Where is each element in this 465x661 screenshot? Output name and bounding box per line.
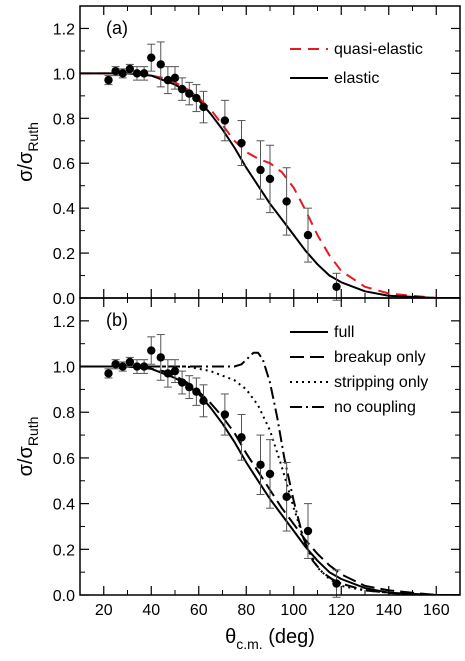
data-point — [177, 84, 187, 94]
y-tick-label: 0.6 — [53, 156, 75, 173]
data-point — [139, 69, 149, 78]
x-axis-label-sub: c.m. — [236, 636, 262, 652]
data-point — [163, 369, 173, 378]
y-axis-label-main: σ/σ — [15, 151, 37, 182]
data-point — [332, 282, 341, 291]
data-point — [220, 116, 230, 125]
y-axis-label: σ/σRuth — [15, 122, 41, 182]
y-tick-label: 0.0 — [53, 291, 75, 308]
x-tick-label: 20 — [95, 602, 113, 619]
data-point — [303, 230, 313, 240]
series-line-quasi-elastic — [80, 72, 460, 298]
data-point — [199, 396, 208, 406]
data-point — [118, 362, 127, 371]
panel-label: (b) — [106, 310, 128, 330]
data-point — [118, 69, 127, 78]
data-point — [185, 382, 194, 392]
panel-b: 0.0 0.2 0.4 0.6 0.8 1.0 1.2 20 40 60 80 100 120 140 16… — [15, 297, 461, 652]
series-line-full — [80, 365, 460, 595]
data-point — [185, 89, 194, 98]
y-tick-label: 0.8 — [53, 405, 75, 422]
data-point — [147, 346, 156, 355]
y-axis-label-sub: Ruth — [25, 417, 41, 447]
y-tick-label: 0.6 — [53, 451, 75, 468]
data-point — [170, 366, 180, 376]
data-point — [132, 362, 142, 371]
data-point — [147, 53, 156, 62]
x-tick-label: 100 — [280, 602, 307, 619]
panel-a: 0.0 0.2 0.4 0.6 0.8 1.0 1.2 (a) σ/σRuth quasi-ela… — [15, 5, 461, 308]
y-axis-label-sub: Ruth — [25, 122, 41, 152]
data-point — [282, 492, 291, 501]
data-point — [177, 378, 187, 387]
y-tick-label: 0.2 — [53, 542, 75, 559]
data-point — [125, 64, 135, 74]
y-tick-label: 0.0 — [53, 588, 75, 605]
data-point — [139, 362, 149, 371]
data-point — [104, 75, 113, 85]
data-point — [170, 73, 180, 83]
x-axis-label-tail: (deg) — [263, 626, 315, 648]
data-point — [111, 66, 120, 76]
data-point — [282, 197, 291, 206]
legend-label: no coupling — [334, 399, 416, 416]
data-point — [265, 469, 275, 479]
y-tick-label: 0.2 — [53, 246, 75, 263]
y-tick-label: 0.8 — [53, 111, 75, 128]
data-point — [256, 165, 265, 175]
y-tick-label: 0.4 — [53, 201, 75, 218]
x-axis-label: θc.m. (deg) — [225, 626, 315, 652]
x-tick-label: 80 — [237, 602, 255, 619]
data-point — [237, 433, 246, 442]
legend-label: elastic — [334, 70, 379, 87]
legend-label: breakup only — [334, 349, 426, 366]
data-point — [332, 579, 341, 588]
data-point — [132, 69, 142, 78]
x-axis-label-main: θ — [225, 626, 236, 648]
data-point — [256, 460, 265, 469]
x-tick-label: 60 — [190, 602, 208, 619]
data-point — [156, 353, 165, 362]
series-line-breakup-only — [80, 365, 460, 595]
y-tick-label: 1.0 — [53, 66, 75, 83]
data-point — [111, 360, 120, 369]
y-axis-label-main: σ/σ — [15, 446, 37, 477]
x-tick-label: 120 — [328, 602, 355, 619]
series-line-elastic — [80, 72, 460, 298]
panel-label: (a) — [106, 18, 128, 38]
data-point — [192, 387, 201, 396]
y-tick-label: 1.2 — [53, 314, 75, 331]
data-point — [156, 60, 165, 69]
x-tick-label: 140 — [375, 602, 402, 619]
x-tick-label: 40 — [142, 602, 160, 619]
legend-label: stripping only — [334, 374, 428, 391]
data-point — [125, 357, 135, 367]
y-tick-label: 1.0 — [53, 360, 75, 377]
legend-label: quasi-elastic — [334, 41, 423, 58]
legend-label: full — [334, 324, 354, 341]
data-point — [303, 526, 313, 536]
x-tick-label: 160 — [423, 602, 450, 619]
data-point — [237, 138, 246, 148]
y-tick-label: 0.4 — [53, 497, 75, 514]
y-tick-label: 1.2 — [53, 21, 75, 38]
data-point — [104, 369, 113, 378]
data-point — [163, 75, 173, 85]
y-axis-label: σ/σRuth — [15, 417, 41, 477]
data-point — [192, 93, 201, 103]
data-point — [220, 410, 230, 419]
plot-frame — [79, 297, 461, 596]
data-point — [265, 174, 275, 184]
series-line-no-coupling — [80, 351, 460, 595]
data-point — [199, 102, 208, 112]
